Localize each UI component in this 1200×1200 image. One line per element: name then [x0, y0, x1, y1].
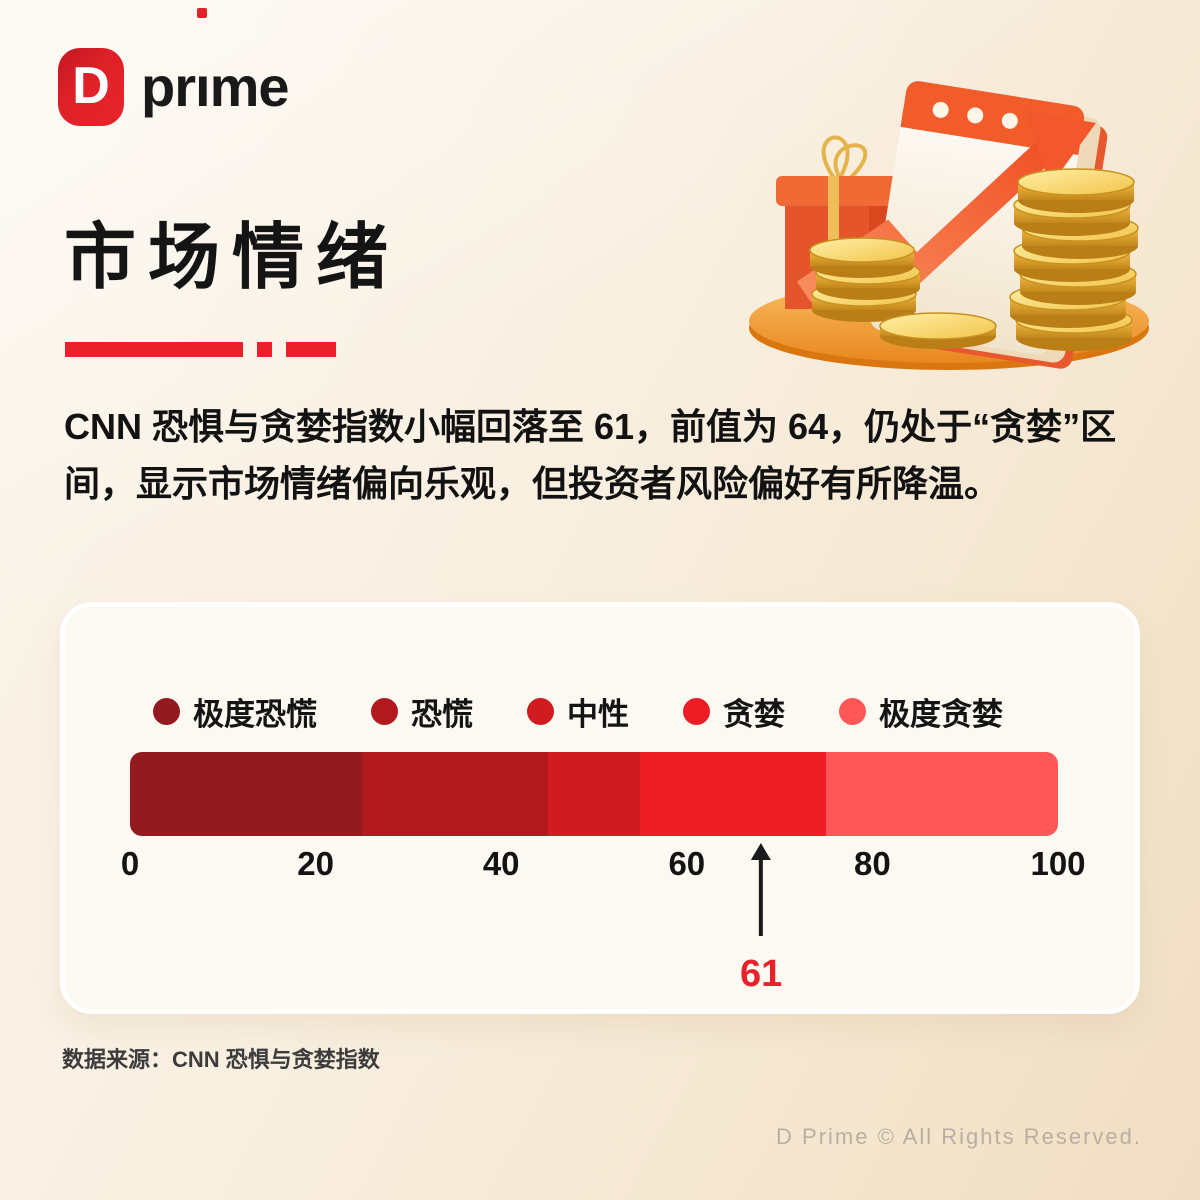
legend-item-label: 恐慌: [411, 697, 473, 732]
legend-item: 贪婪: [683, 689, 785, 734]
legend-item-label: 极度恐慌: [193, 697, 317, 732]
brand-logo-text-pre: pr: [141, 55, 196, 118]
legend-dot-icon: [371, 698, 398, 725]
legend-item-label: 极度贪婪: [879, 697, 1003, 732]
divider-bar-long: [65, 342, 243, 357]
marker-value-label: 61: [739, 953, 783, 995]
data-source-note: 数据来源：CNN 恐惧与贪婪指数: [62, 1047, 380, 1072]
axis-tick-label: 40: [482, 845, 520, 882]
page-title: 市场情绪: [64, 218, 401, 298]
axis-tick-label: 20: [297, 845, 334, 882]
legend-item: 极度恐慌: [153, 689, 317, 734]
sentiment-bar: [130, 752, 1058, 836]
legend-item: 极度贪婪: [839, 689, 1003, 734]
legend-dot-icon: [839, 698, 866, 725]
bar-segment: [640, 752, 826, 836]
brand-logo: D pr ı me: [58, 48, 289, 126]
bar-segment: [825, 752, 1058, 836]
bar-segment: [130, 752, 362, 836]
chart-legend: 极度恐慌 恐慌 中性 贪婪 极度贪婪: [153, 689, 1003, 734]
coin-stack-left-icon: [809, 237, 997, 349]
legend-dot-icon: [527, 698, 554, 725]
calendar-coins-illustration: [749, 81, 1149, 370]
sentiment-chart-card: 极度恐慌 恐慌 中性 贪婪 极度贪婪 0 20 40 60 80 100 61: [60, 602, 1140, 1014]
chart-axis: 0 20 40 60 80 100: [121, 845, 1086, 885]
brand-logo-mark-icon: D: [58, 48, 124, 126]
axis-tick-label: 0: [120, 845, 140, 882]
legend-dot-icon: [153, 698, 180, 725]
brand-logo-text-post: me: [209, 55, 290, 118]
title-divider: [65, 342, 336, 357]
brand-logo-letter: D: [72, 57, 110, 115]
summary-text: CNN 恐惧与贪婪指数小幅回落至 61，前值为 64，仍处于“贪婪”区间，显示市…: [64, 406, 1117, 504]
marker-arrow-shaft: [759, 860, 764, 936]
brand-logo-text-i: ı: [195, 55, 211, 118]
legend-item-label: 中性: [567, 697, 629, 732]
divider-bar-short: [286, 342, 336, 357]
value-marker: 61: [740, 843, 782, 996]
bar-segment: [547, 752, 641, 836]
coin-stack-right-icon: [1009, 168, 1139, 351]
legend-item-label: 贪婪: [723, 697, 785, 732]
axis-tick-label: 80: [854, 845, 891, 882]
bar-segment: [362, 752, 548, 836]
axis-tick-label: 60: [668, 845, 706, 882]
copyright-text: D Prime © All Rights Reserved.: [776, 1124, 1142, 1149]
divider-square: [257, 342, 272, 357]
axis-tick-label: 100: [1030, 845, 1086, 882]
marker-arrow-icon: [751, 843, 772, 860]
brand-logo-text: pr ı me: [141, 59, 289, 115]
legend-item: 恐慌: [371, 689, 473, 734]
legend-item: 中性: [527, 689, 629, 734]
legend-dot-icon: [683, 698, 710, 725]
